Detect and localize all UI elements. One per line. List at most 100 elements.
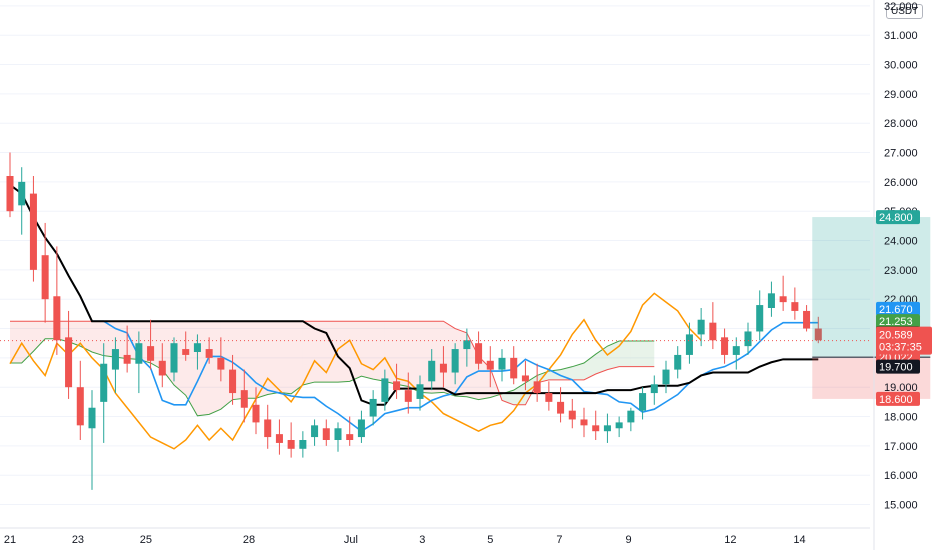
cloud-segment — [619, 341, 631, 367]
candle-body — [217, 357, 225, 370]
price-tick-label: 17.000 — [884, 441, 918, 453]
candle-body — [135, 343, 143, 364]
price-tick-label: 19.000 — [884, 382, 918, 394]
candle-body — [451, 349, 459, 373]
candle-body — [767, 293, 775, 308]
candle-body — [123, 354, 131, 364]
candle-body — [404, 390, 412, 402]
candle-body — [416, 384, 424, 399]
candle-body — [369, 398, 377, 417]
candle-body — [18, 181, 26, 206]
plot-area[interactable] — [0, 0, 870, 528]
candle-body — [486, 360, 494, 370]
candle-body — [545, 393, 553, 402]
price-scale-tag-text: 21.670 — [879, 304, 913, 316]
price-scale-tag — [876, 301, 920, 316]
cloud-segment — [33, 321, 46, 352]
cloud-segment — [384, 321, 397, 385]
price-tick-label: 16.000 — [884, 470, 918, 482]
candle-body — [311, 425, 319, 438]
date-tick-label: 3 — [419, 534, 425, 546]
cloud-segment — [103, 321, 116, 358]
candle-body — [100, 363, 108, 402]
price-tick-label: 26.000 — [884, 177, 918, 189]
candle-body — [29, 193, 37, 270]
date-tick-label: 23 — [72, 534, 84, 546]
cloud-segment — [630, 341, 643, 367]
candle-body — [463, 340, 471, 350]
price-scale-tag — [876, 314, 920, 329]
price-tick-label: 23.000 — [884, 265, 918, 277]
candle-body — [568, 410, 576, 420]
candle-body — [580, 419, 588, 426]
quote-currency-label[interactable]: USDT — [886, 4, 924, 19]
candle-body — [592, 425, 600, 432]
cloud-segment — [642, 341, 655, 367]
cloud-segment — [431, 321, 444, 394]
cloud-segment — [584, 354, 596, 380]
candle-body — [6, 176, 14, 212]
price-scale-tag-text: 21.253 — [879, 316, 913, 328]
price-tick-label: 29.000 — [884, 89, 918, 101]
cloud-segment — [396, 321, 409, 387]
cloud-segment — [209, 321, 221, 415]
price-tick-label: 32.000 — [884, 1, 918, 13]
candle-body — [439, 363, 447, 373]
lagging-span-line — [9, 292, 702, 450]
candle-body — [662, 369, 670, 385]
price-scale-tag-text: 19.700 — [879, 362, 913, 374]
candle-body — [229, 369, 237, 394]
candle-body — [709, 322, 717, 341]
candle-body — [53, 296, 61, 341]
candle-body — [639, 393, 647, 411]
cloud-segment — [361, 321, 374, 380]
cloud-segment — [80, 321, 92, 352]
candle-body — [170, 343, 178, 373]
price-scale-tag — [876, 359, 920, 374]
price-scale-tag-text: 24.800 — [879, 212, 913, 224]
price-tick-label: 18.000 — [884, 412, 918, 424]
candle-body — [193, 343, 201, 352]
candle-body — [88, 407, 96, 429]
cloud-segment — [466, 332, 479, 400]
candle-body — [498, 357, 506, 370]
cloud-segment — [338, 321, 350, 383]
date-tick-label: 9 — [625, 534, 631, 546]
candle-body — [41, 255, 49, 300]
candle-body — [65, 337, 73, 388]
candle-body — [205, 349, 213, 358]
candle-body — [744, 331, 752, 347]
candle-body — [697, 319, 705, 335]
date-tick-label: Jul — [344, 534, 358, 546]
candle-body — [557, 401, 565, 414]
candle-body — [615, 422, 623, 429]
cloud-segment — [267, 321, 280, 395]
date-tick-label: 7 — [556, 534, 562, 546]
candle-body — [111, 349, 119, 370]
candle-body — [322, 428, 330, 440]
price-scale-tag — [876, 391, 920, 406]
date-tick-label: 21 — [4, 534, 16, 546]
candle-body — [264, 419, 272, 438]
cloud-segment — [10, 321, 22, 363]
candle-body — [393, 381, 401, 391]
last-price-tag — [876, 326, 932, 355]
candle-body — [299, 440, 307, 449]
candle-body — [240, 390, 248, 408]
price-tick-label: 24.000 — [884, 236, 918, 248]
candle-body — [732, 346, 740, 355]
candle-body — [791, 302, 799, 311]
candle-body — [357, 419, 365, 438]
cloud-segment — [420, 321, 432, 394]
date-tick-label: 14 — [793, 534, 805, 546]
price-tick-label: 30.000 — [884, 60, 918, 72]
cloud-segment — [408, 321, 420, 393]
price-tick-label: 28.000 — [884, 118, 918, 130]
candle-body — [76, 387, 84, 426]
cloud-segment — [572, 363, 584, 380]
cloud-segment — [548, 369, 561, 380]
cloud-segment — [595, 346, 608, 374]
candle-body — [650, 384, 658, 394]
cloud-segment — [21, 321, 34, 363]
